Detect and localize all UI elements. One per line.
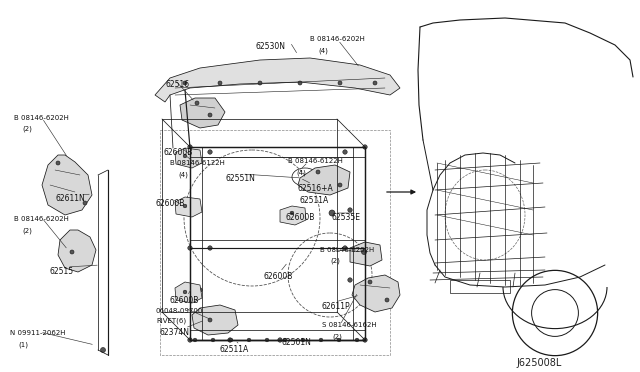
Circle shape [265, 338, 269, 342]
Circle shape [56, 161, 60, 165]
Text: B 08146-6202H: B 08146-6202H [14, 216, 69, 222]
Circle shape [298, 81, 302, 85]
Text: 62600B: 62600B [285, 213, 314, 222]
Circle shape [198, 288, 202, 292]
Circle shape [348, 208, 352, 212]
Circle shape [208, 150, 212, 154]
Circle shape [183, 154, 187, 158]
Circle shape [278, 338, 282, 342]
Circle shape [337, 338, 341, 342]
Text: 62611N: 62611N [56, 194, 86, 203]
Circle shape [338, 183, 342, 187]
Text: 06048-09700: 06048-09700 [156, 308, 204, 314]
Circle shape [70, 250, 74, 254]
Text: 62530N: 62530N [256, 42, 286, 51]
Polygon shape [42, 155, 92, 215]
Polygon shape [350, 242, 382, 266]
Text: (4): (4) [178, 171, 188, 177]
Polygon shape [155, 58, 400, 102]
Text: B 08146-6122H: B 08146-6122H [170, 160, 225, 166]
Text: (2): (2) [22, 227, 32, 234]
Text: (1): (1) [18, 341, 28, 347]
Circle shape [258, 81, 262, 85]
Text: RIVET(6): RIVET(6) [156, 318, 186, 324]
Text: 62516: 62516 [165, 80, 189, 89]
Circle shape [363, 145, 367, 149]
Circle shape [283, 338, 287, 342]
Circle shape [218, 81, 222, 85]
Polygon shape [175, 282, 202, 303]
Polygon shape [352, 275, 400, 312]
Polygon shape [58, 230, 96, 272]
Circle shape [183, 290, 187, 294]
Circle shape [368, 280, 372, 284]
Circle shape [348, 278, 352, 282]
Text: 62600B: 62600B [170, 296, 200, 305]
Circle shape [188, 246, 192, 250]
Circle shape [208, 246, 212, 250]
Text: 62501N: 62501N [282, 338, 312, 347]
Polygon shape [298, 165, 350, 195]
Circle shape [188, 338, 192, 342]
Circle shape [362, 250, 367, 254]
Polygon shape [280, 206, 306, 225]
Circle shape [228, 338, 232, 342]
Circle shape [343, 150, 347, 154]
Circle shape [316, 170, 320, 174]
Text: 62515: 62515 [50, 267, 74, 276]
Circle shape [208, 113, 212, 117]
Circle shape [373, 81, 377, 85]
Circle shape [319, 338, 323, 342]
Circle shape [301, 338, 305, 342]
Text: (4): (4) [296, 169, 306, 176]
Circle shape [363, 246, 367, 250]
Circle shape [363, 338, 367, 342]
Circle shape [195, 101, 199, 105]
Circle shape [188, 145, 192, 149]
Text: 62600B: 62600B [155, 199, 184, 208]
Circle shape [193, 338, 197, 342]
Circle shape [211, 338, 215, 342]
Polygon shape [175, 148, 202, 168]
Text: B 08146-6202H: B 08146-6202H [14, 115, 69, 121]
Circle shape [247, 338, 251, 342]
Text: S 08146-6162H: S 08146-6162H [322, 322, 376, 328]
Text: N 09911-2062H: N 09911-2062H [10, 330, 65, 336]
Polygon shape [180, 98, 225, 128]
Text: 62535E: 62535E [332, 213, 361, 222]
Circle shape [385, 298, 389, 302]
Polygon shape [175, 197, 202, 217]
Text: 62551N: 62551N [225, 174, 255, 183]
Circle shape [100, 347, 106, 353]
Text: (2): (2) [330, 258, 340, 264]
Text: B 08146-6122H: B 08146-6122H [288, 158, 343, 164]
Text: B 08L46-6202H: B 08L46-6202H [320, 247, 374, 253]
Circle shape [208, 318, 212, 322]
Text: 62600B: 62600B [163, 148, 193, 157]
Text: 62516+A: 62516+A [298, 184, 333, 193]
Circle shape [338, 81, 342, 85]
Circle shape [329, 210, 335, 216]
Circle shape [183, 81, 187, 85]
Circle shape [229, 338, 233, 342]
Text: 62511A: 62511A [299, 196, 328, 205]
Circle shape [343, 246, 347, 250]
Text: B 08146-6202H: B 08146-6202H [310, 36, 365, 42]
Circle shape [355, 338, 359, 342]
Polygon shape [192, 305, 238, 335]
Text: 62611P: 62611P [322, 302, 351, 311]
Text: 62600B: 62600B [263, 272, 292, 281]
Circle shape [83, 201, 87, 205]
Circle shape [183, 204, 187, 208]
Text: (4): (4) [318, 47, 328, 54]
Text: (2): (2) [332, 333, 342, 340]
Text: 62511A: 62511A [219, 345, 248, 354]
Text: J625008L: J625008L [516, 358, 562, 368]
Text: 62374N: 62374N [159, 328, 189, 337]
Text: (2): (2) [22, 126, 32, 132]
Circle shape [290, 211, 294, 215]
